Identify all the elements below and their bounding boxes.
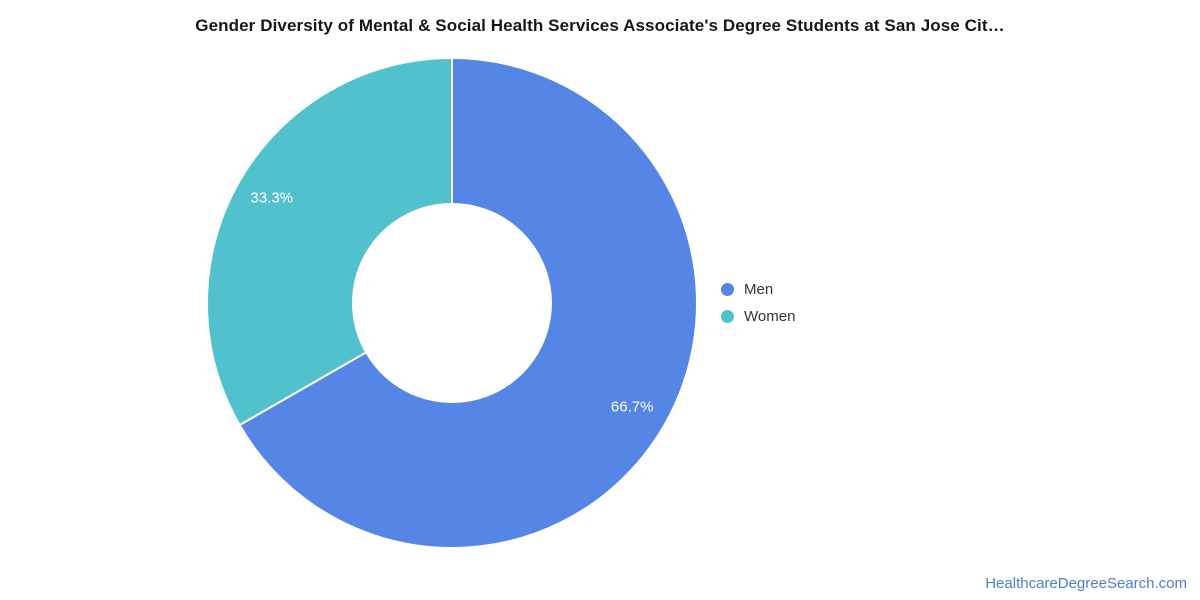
slice-label-men: 66.7% [611,398,654,415]
legend-marker-women-icon [721,310,734,323]
slice-label-women: 33.3% [251,190,294,207]
chart-title: Gender Diversity of Mental & Social Heal… [195,16,1005,35]
legend-label-men: Men [744,281,774,298]
pie-slice-women[interactable] [206,57,453,427]
legend-item-women[interactable]: Women [721,303,795,330]
legend-item-men[interactable]: Men [721,276,795,303]
pie-slice-men[interactable] [238,57,698,549]
legend-label-women: Women [744,308,796,325]
legend: Men Women [721,276,795,330]
legend-marker-men-icon [721,283,734,296]
footer-credit-link[interactable]: HealthcareDegreeSearch.com [985,575,1187,592]
